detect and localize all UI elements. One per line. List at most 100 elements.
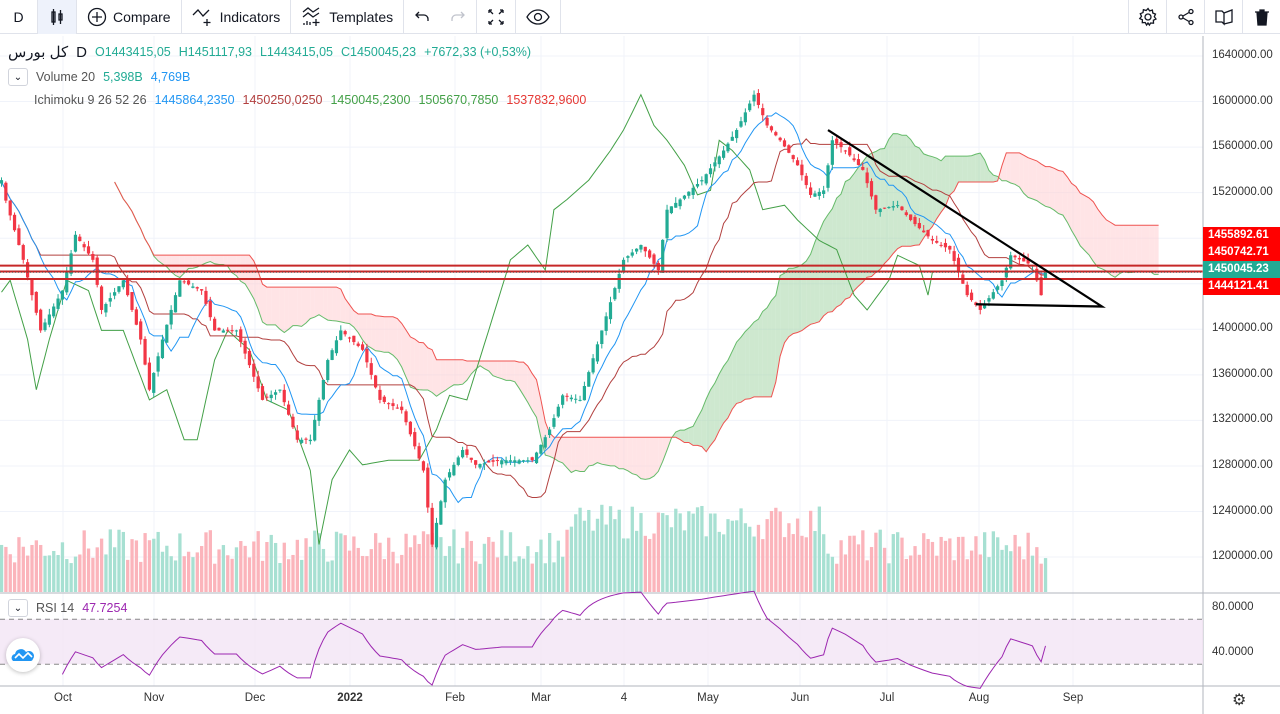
indicators-button[interactable]: Indicators <box>182 0 292 34</box>
candle-body <box>1000 280 1004 287</box>
candle-body <box>521 460 526 462</box>
cloud-segment <box>928 155 933 232</box>
share-button[interactable] <box>1166 0 1204 34</box>
cloud-segment <box>684 427 689 443</box>
candle-body <box>722 150 726 158</box>
templates-button[interactable]: Templates <box>291 0 405 34</box>
volume-bar <box>795 518 800 592</box>
candle <box>60 290 64 305</box>
visibility-button[interactable] <box>516 0 562 34</box>
volume-bar <box>595 518 600 592</box>
candle <box>643 246 647 257</box>
candle <box>400 401 404 414</box>
volume-bar <box>865 560 869 592</box>
candle-body <box>113 292 117 296</box>
volume-bar <box>491 541 495 592</box>
volume-bar <box>113 547 117 592</box>
volume-bar <box>556 540 560 592</box>
candle-body <box>983 304 987 309</box>
snapshot-button[interactable] <box>1204 0 1242 34</box>
candle-body <box>491 460 495 462</box>
cloud-segment <box>649 437 654 479</box>
candle <box>800 159 804 181</box>
cloud-segment <box>240 255 246 284</box>
delete-button[interactable] <box>1242 0 1280 34</box>
cloud-segment <box>319 287 324 318</box>
candle-body <box>743 112 747 123</box>
chart-type-button[interactable] <box>38 0 77 34</box>
cloud-segment <box>701 399 707 452</box>
candle <box>17 224 21 246</box>
cloud-segment <box>975 153 981 182</box>
volume-bar <box>800 535 804 592</box>
interval-button[interactable]: D <box>0 0 38 34</box>
redo-button[interactable] <box>440 0 478 34</box>
candle <box>217 327 221 331</box>
candle <box>252 359 256 382</box>
candle <box>582 381 586 401</box>
candle-body <box>582 386 586 401</box>
candle <box>839 138 843 153</box>
candle <box>682 194 687 201</box>
cloud-segment <box>197 255 202 268</box>
triangle-trendline <box>827 129 1106 308</box>
candle-body <box>408 421 412 435</box>
volume-bar <box>439 537 443 592</box>
collapse-rsi-button[interactable]: ⌄ <box>8 599 28 617</box>
time-axis-settings-button[interactable]: ⚙ <box>1232 692 1247 709</box>
candle <box>548 426 552 438</box>
volume-bar <box>574 514 578 592</box>
candle-body <box>173 295 178 313</box>
candle-body <box>682 195 687 199</box>
candle-body <box>52 306 56 317</box>
volume-bar <box>326 561 330 592</box>
volume-bar <box>443 555 447 592</box>
indicators-icon <box>192 8 211 26</box>
volume-bar <box>613 519 617 592</box>
candle <box>761 103 765 121</box>
cloud-segment <box>227 255 233 273</box>
price-axis-label: 1640000.00 <box>1212 49 1273 61</box>
candle-body <box>139 321 143 340</box>
candle <box>856 153 861 166</box>
chart-canvas[interactable] <box>0 35 1280 714</box>
cloud-segment <box>253 260 259 310</box>
volume-bar <box>34 540 38 592</box>
candle <box>287 400 291 416</box>
candle <box>674 197 678 208</box>
candle-body <box>865 172 869 184</box>
candle-body <box>334 340 339 354</box>
candle-body <box>708 168 713 175</box>
cloud-segment <box>279 287 285 333</box>
undo-button[interactable] <box>404 0 440 34</box>
volume-bar <box>56 555 60 592</box>
collapse-legend-button[interactable]: ⌄ <box>8 68 28 86</box>
candle-body <box>186 280 191 285</box>
candle <box>247 348 252 369</box>
candle-body <box>678 199 682 207</box>
candle <box>387 402 391 410</box>
ichimoku-lagging-span <box>1 93 933 545</box>
candle <box>648 249 652 259</box>
time-axis-label: Feb <box>445 692 465 704</box>
cloud-segment <box>1154 225 1159 275</box>
candle-body <box>748 103 752 111</box>
tradingview-logo[interactable] <box>6 638 40 672</box>
volume-bar <box>30 544 34 592</box>
cloud-segment <box>493 361 498 378</box>
cloud-segment <box>245 255 250 292</box>
time-axis-label: Mar <box>531 692 551 704</box>
candle-body <box>452 464 456 476</box>
candle <box>360 341 365 352</box>
candle <box>996 284 1000 294</box>
compare-button[interactable]: Compare <box>77 0 182 34</box>
candle-body <box>909 214 913 220</box>
settings-button[interactable] <box>1128 0 1166 34</box>
candle-body <box>39 309 43 331</box>
fullscreen-button[interactable] <box>477 0 517 34</box>
cloud-segment <box>1149 225 1155 275</box>
candle-body <box>835 138 839 144</box>
volume-bar <box>400 554 404 592</box>
candle-body <box>252 363 256 377</box>
candle-body <box>326 360 330 381</box>
